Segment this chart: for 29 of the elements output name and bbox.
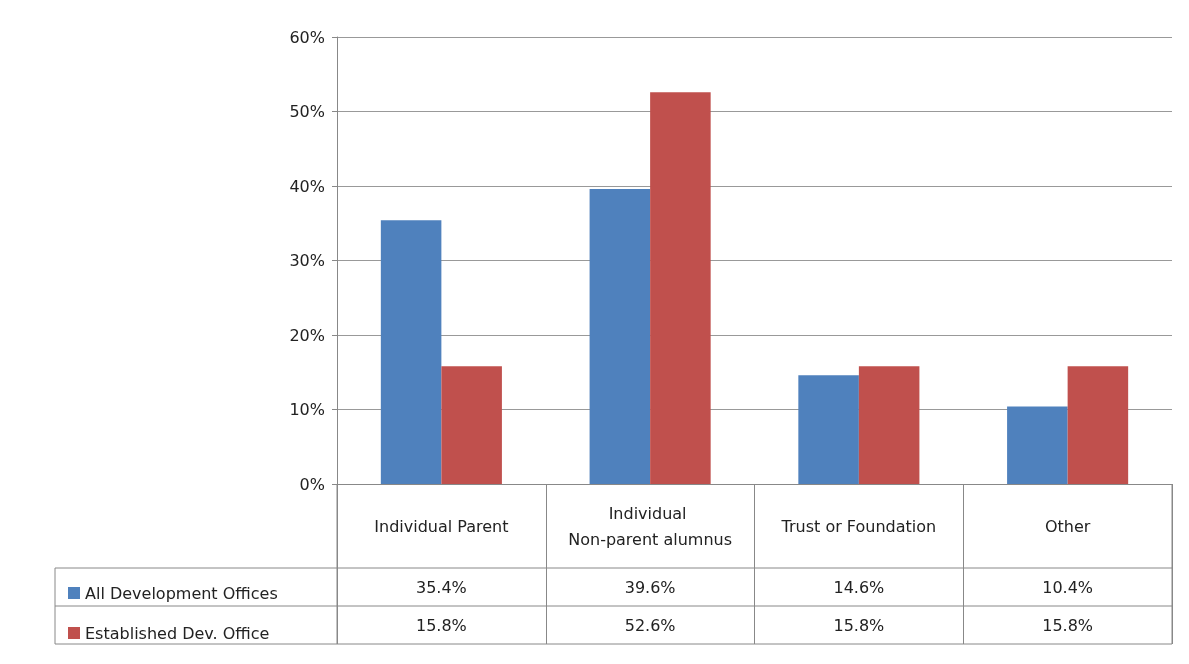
bar xyxy=(380,220,442,484)
data-label: 15.8% xyxy=(1042,615,1094,635)
data-label: 15.8% xyxy=(833,615,885,635)
x-tick-label: Other xyxy=(1044,516,1091,536)
data-label: 39.6% xyxy=(624,577,676,597)
bar xyxy=(589,188,651,484)
y-tick-label: 0% xyxy=(299,474,325,494)
x-tick-label: Trust or Foundation xyxy=(780,516,937,536)
data-label: 35.4% xyxy=(415,577,467,597)
y-tick-label: 30% xyxy=(289,251,325,270)
bar xyxy=(798,375,859,484)
y-tick-label: 60% xyxy=(289,27,325,47)
x-tick-label: Individual Parent xyxy=(374,516,509,536)
bar xyxy=(650,92,711,484)
bar xyxy=(858,366,920,484)
bar xyxy=(441,366,502,484)
legend-label: All Development Offices xyxy=(85,583,278,603)
data-label: 15.8% xyxy=(415,615,467,635)
y-tick-label: 50% xyxy=(289,102,325,121)
bar xyxy=(1007,406,1068,484)
bar xyxy=(1067,366,1129,484)
y-tick-label: 40% xyxy=(289,176,325,196)
x-tick-label: Individual Non-parent alumnus xyxy=(568,503,733,549)
data-label: 14.6% xyxy=(833,577,885,597)
data-label: 52.6% xyxy=(624,615,676,635)
y-tick-label: 20% xyxy=(289,325,325,345)
legend-label: Established Dev. Office xyxy=(85,623,270,643)
data-label: 10.4% xyxy=(1042,577,1094,597)
y-tick-label: 10% xyxy=(289,400,325,419)
